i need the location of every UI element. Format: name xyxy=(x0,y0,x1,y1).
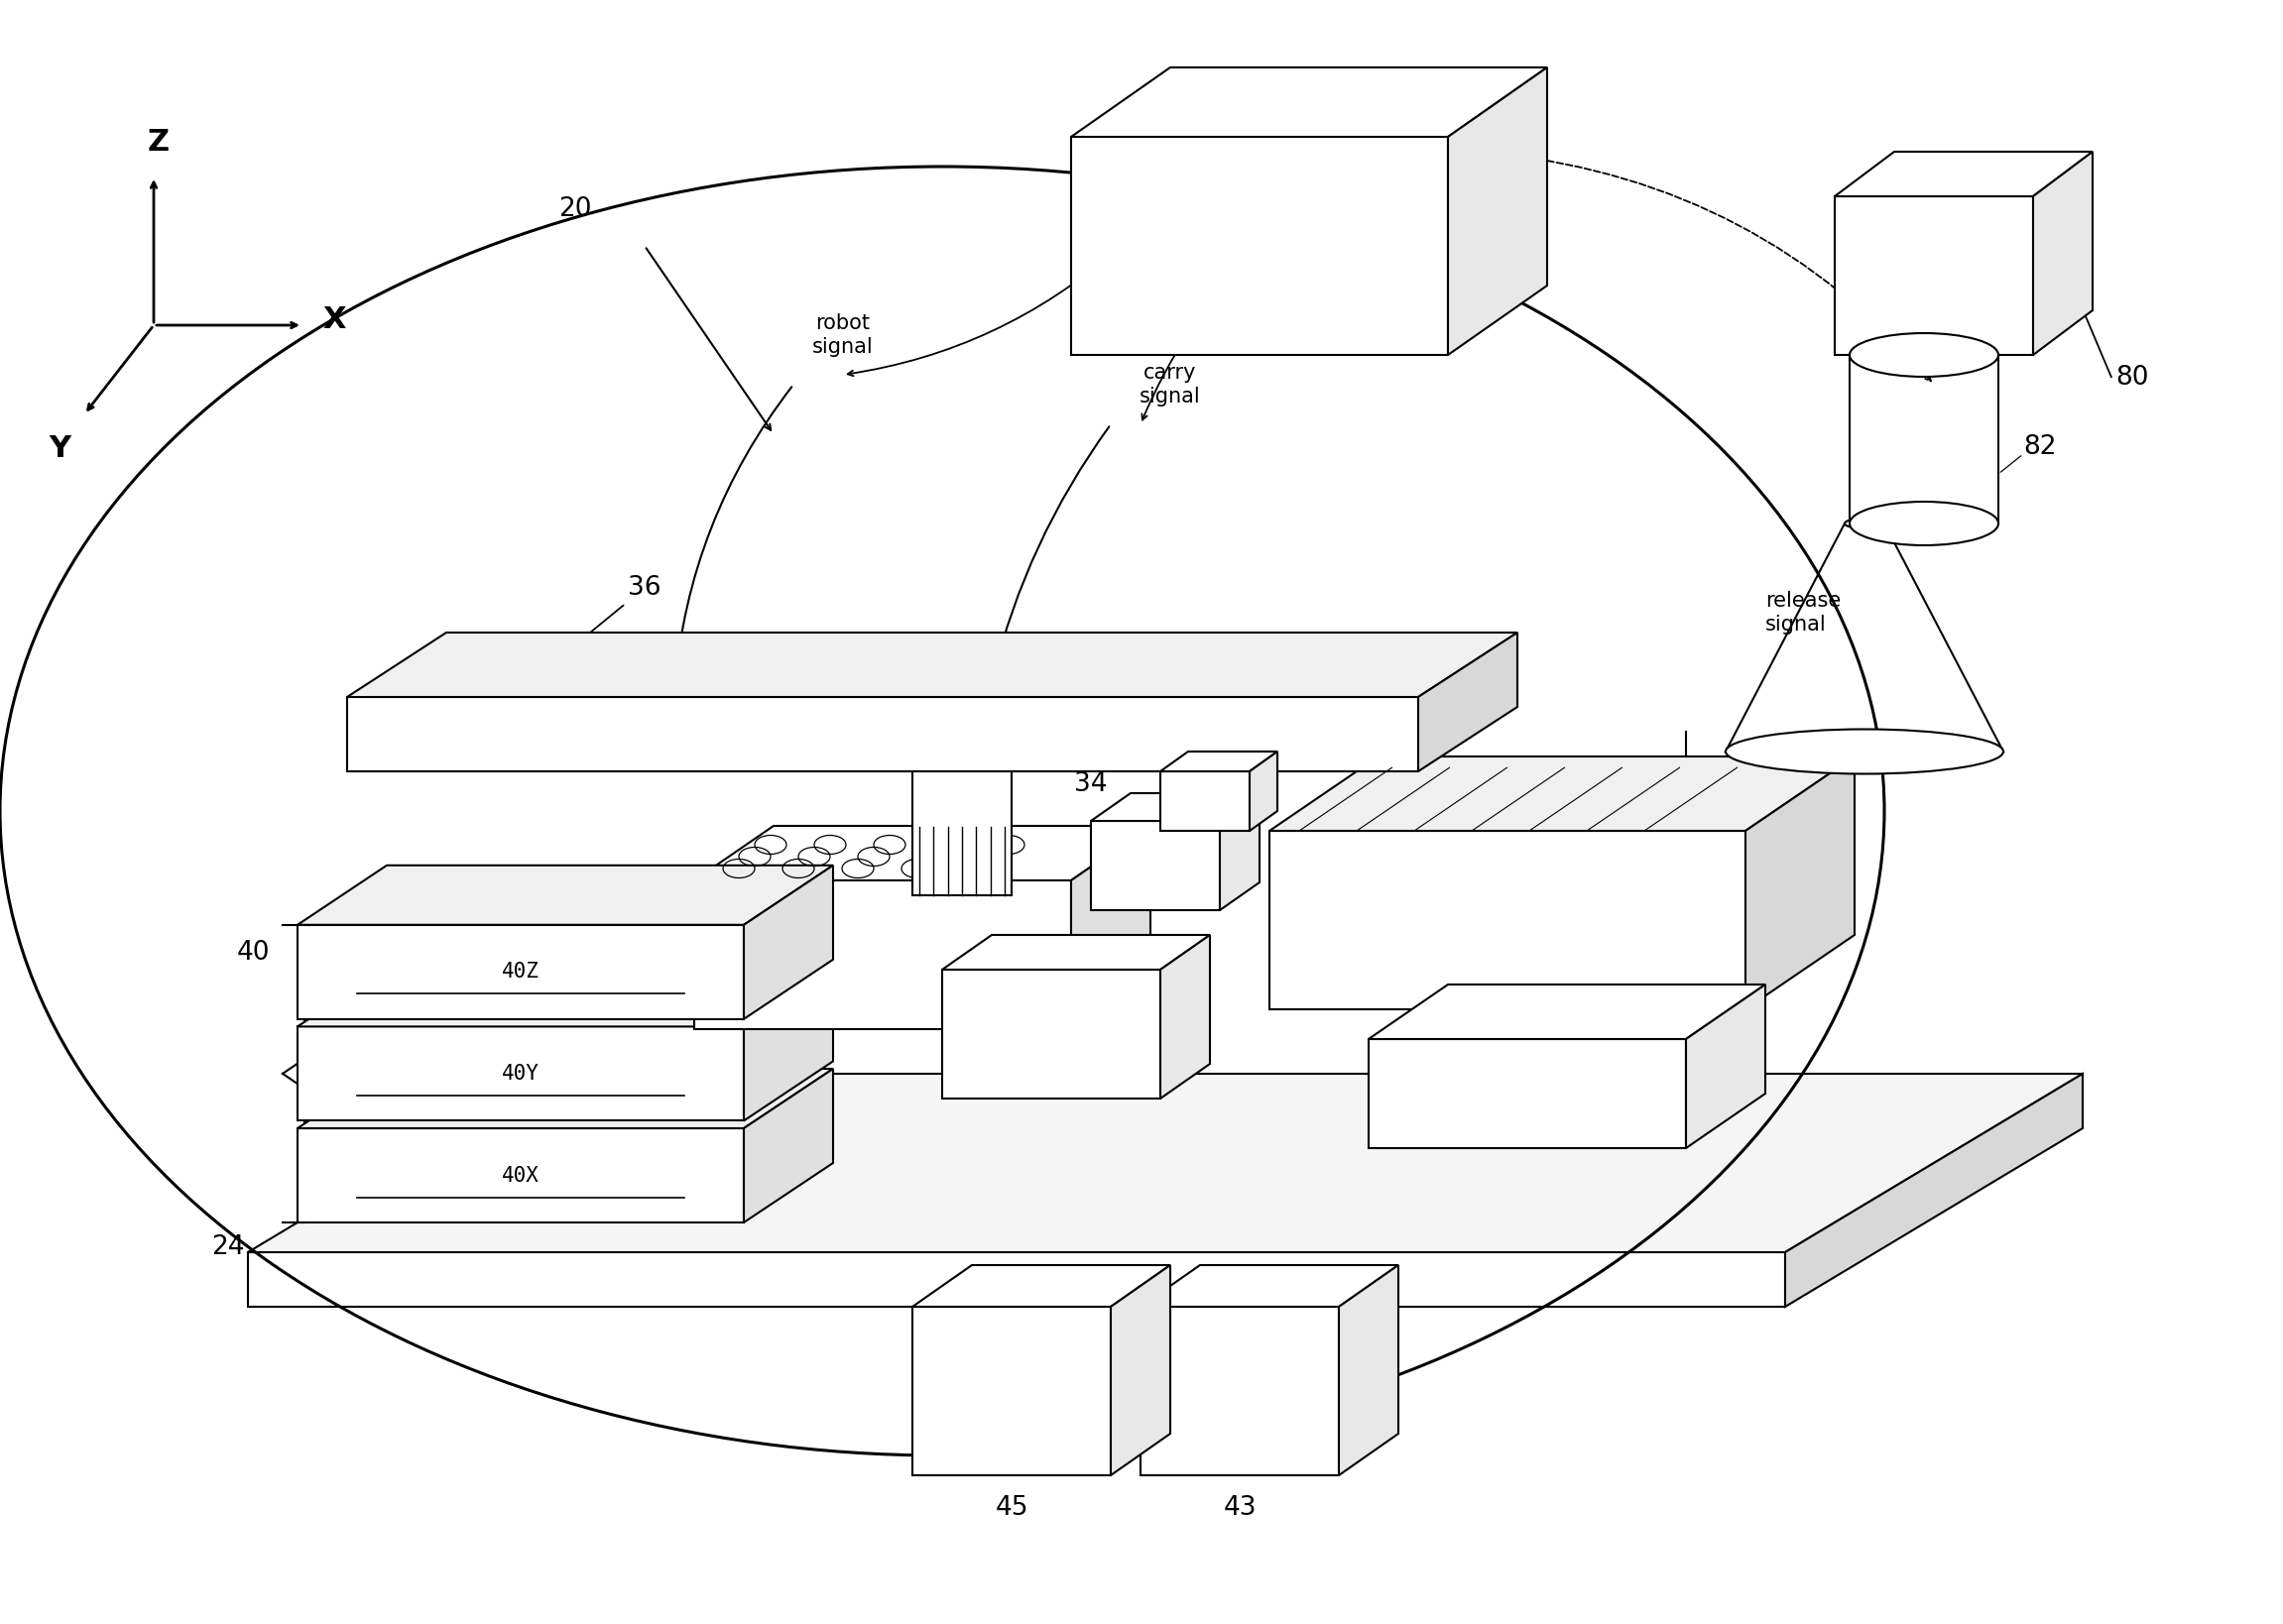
Polygon shape xyxy=(1746,757,1854,1009)
Text: 84: 84 xyxy=(1984,206,2016,232)
Text: 42: 42 xyxy=(1046,643,1078,667)
Polygon shape xyxy=(943,970,1160,1098)
Polygon shape xyxy=(1269,757,1854,831)
Polygon shape xyxy=(1112,1265,1171,1475)
Polygon shape xyxy=(297,1129,744,1223)
Polygon shape xyxy=(1160,752,1278,771)
Text: carry
signal: carry signal xyxy=(1139,364,1201,406)
Text: 38: 38 xyxy=(1121,711,1153,737)
Polygon shape xyxy=(1418,632,1518,771)
Polygon shape xyxy=(694,880,1071,1030)
Polygon shape xyxy=(1160,771,1249,831)
Polygon shape xyxy=(297,1069,833,1129)
Polygon shape xyxy=(1338,1265,1399,1475)
Polygon shape xyxy=(1249,752,1278,831)
Ellipse shape xyxy=(1849,333,1998,377)
Text: robot
signal: robot signal xyxy=(813,313,874,357)
Polygon shape xyxy=(1091,793,1260,820)
Polygon shape xyxy=(1785,1073,2082,1307)
Polygon shape xyxy=(943,935,1210,970)
Text: 88: 88 xyxy=(1637,1030,1669,1056)
Text: 40X: 40X xyxy=(502,1166,539,1186)
Polygon shape xyxy=(1269,831,1746,1009)
Polygon shape xyxy=(1836,151,2094,197)
Polygon shape xyxy=(1368,984,1765,1039)
Polygon shape xyxy=(2034,151,2094,356)
Text: Y: Y xyxy=(48,434,71,463)
Polygon shape xyxy=(1071,136,1447,356)
Polygon shape xyxy=(1071,827,1151,1030)
Ellipse shape xyxy=(1726,729,2002,773)
Polygon shape xyxy=(249,1252,1785,1307)
Polygon shape xyxy=(913,1307,1112,1475)
Text: 43: 43 xyxy=(1224,1496,1256,1522)
Text: 34: 34 xyxy=(1075,771,1107,797)
Polygon shape xyxy=(1142,1307,1338,1475)
Text: 40Y: 40Y xyxy=(502,1064,539,1083)
Polygon shape xyxy=(694,827,1151,880)
Text: 40Z: 40Z xyxy=(502,961,539,983)
Polygon shape xyxy=(297,966,833,1026)
Text: 26: 26 xyxy=(1016,677,1048,703)
Polygon shape xyxy=(297,924,744,1018)
Polygon shape xyxy=(1368,1039,1685,1148)
Polygon shape xyxy=(744,966,833,1121)
Text: 22: 22 xyxy=(678,960,710,986)
Polygon shape xyxy=(1219,793,1260,909)
Text: X: X xyxy=(322,305,345,335)
Polygon shape xyxy=(1160,935,1210,1098)
Polygon shape xyxy=(744,866,833,1018)
Polygon shape xyxy=(297,1026,744,1121)
Text: 86: 86 xyxy=(1142,726,1173,752)
Text: 45: 45 xyxy=(995,1496,1027,1522)
Polygon shape xyxy=(1685,984,1765,1148)
Text: 28: 28 xyxy=(865,999,900,1025)
Polygon shape xyxy=(249,1073,2082,1252)
Text: Z: Z xyxy=(148,128,169,156)
Text: 80: 80 xyxy=(2116,365,2148,391)
Text: 32: 32 xyxy=(1717,781,1749,807)
Ellipse shape xyxy=(1849,502,1998,546)
Text: release
signal: release signal xyxy=(1765,591,1840,633)
Polygon shape xyxy=(744,1069,833,1223)
Polygon shape xyxy=(913,1265,1171,1307)
Polygon shape xyxy=(297,866,833,924)
Ellipse shape xyxy=(1845,518,1883,528)
Text: 36: 36 xyxy=(470,575,662,731)
Polygon shape xyxy=(347,632,1518,697)
Polygon shape xyxy=(347,697,1418,771)
Text: 30: 30 xyxy=(1224,78,1256,102)
Polygon shape xyxy=(913,771,1011,895)
Text: 40: 40 xyxy=(235,940,269,966)
Text: 82: 82 xyxy=(2023,434,2057,460)
Polygon shape xyxy=(1071,68,1548,136)
Polygon shape xyxy=(1836,197,2034,356)
Polygon shape xyxy=(1091,820,1219,909)
Text: 20: 20 xyxy=(559,197,591,222)
Polygon shape xyxy=(1447,68,1548,356)
Polygon shape xyxy=(1142,1265,1399,1307)
Text: 24: 24 xyxy=(212,1234,244,1260)
